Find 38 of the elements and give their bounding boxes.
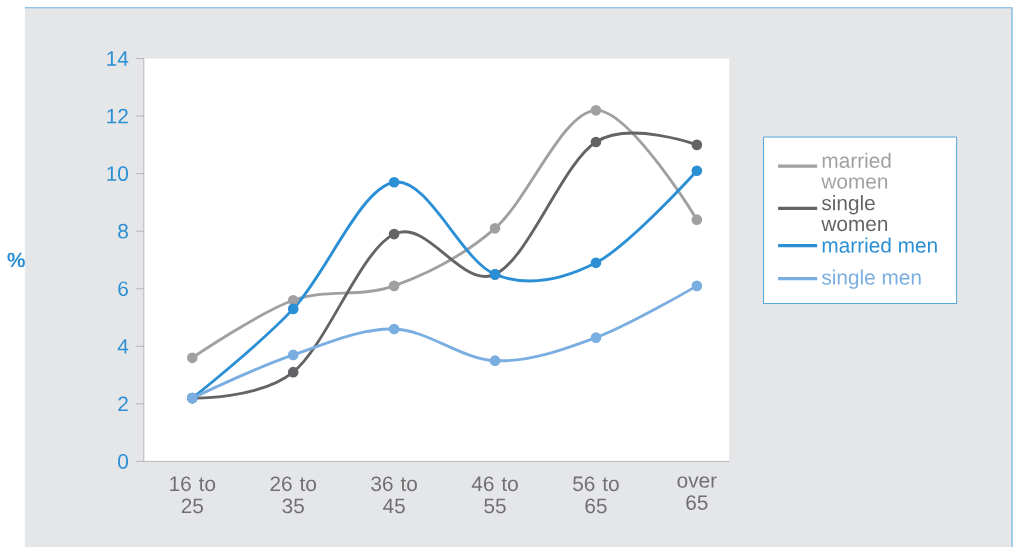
y-tick-label: 14 [107,51,129,66]
point [489,355,501,366]
point [388,176,400,188]
point [590,332,602,343]
point [691,214,703,225]
x-tick-label: 46 to 55 [471,476,518,514]
x-tick-label: 26 to 35 [270,476,317,514]
y-tick-label: 0 [118,453,129,469]
point [590,257,602,269]
point [590,104,602,116]
y-axis-title: % [7,252,25,268]
x-tick-label: 16 to 25 [170,476,216,514]
point [287,366,299,378]
point [186,352,198,364]
point [388,228,400,240]
legend-label: single men [821,269,921,289]
y-tick-label: 8 [118,223,128,239]
y-tick-label: 2 [118,396,128,411]
x-tick-label: 56 to 65 [573,476,619,514]
x-tick-label: 36 to 45 [371,476,417,514]
point [590,136,602,148]
legend-label: married men [822,237,937,253]
y-tick-label: 12 [107,108,128,124]
y-tick-label: 4 [117,339,129,354]
point [691,165,703,176]
point [388,323,400,335]
point [287,294,299,306]
point [489,222,501,234]
x-tick-label: over 65 [677,476,717,510]
point [691,280,703,292]
point [388,280,400,292]
point [287,349,299,361]
y-tick-label: 10 [107,166,129,181]
legend-label: married women [821,152,891,189]
y-tick-label: 6 [118,281,128,296]
point [287,303,299,315]
point [691,139,703,151]
legend-label: single women [821,194,888,232]
